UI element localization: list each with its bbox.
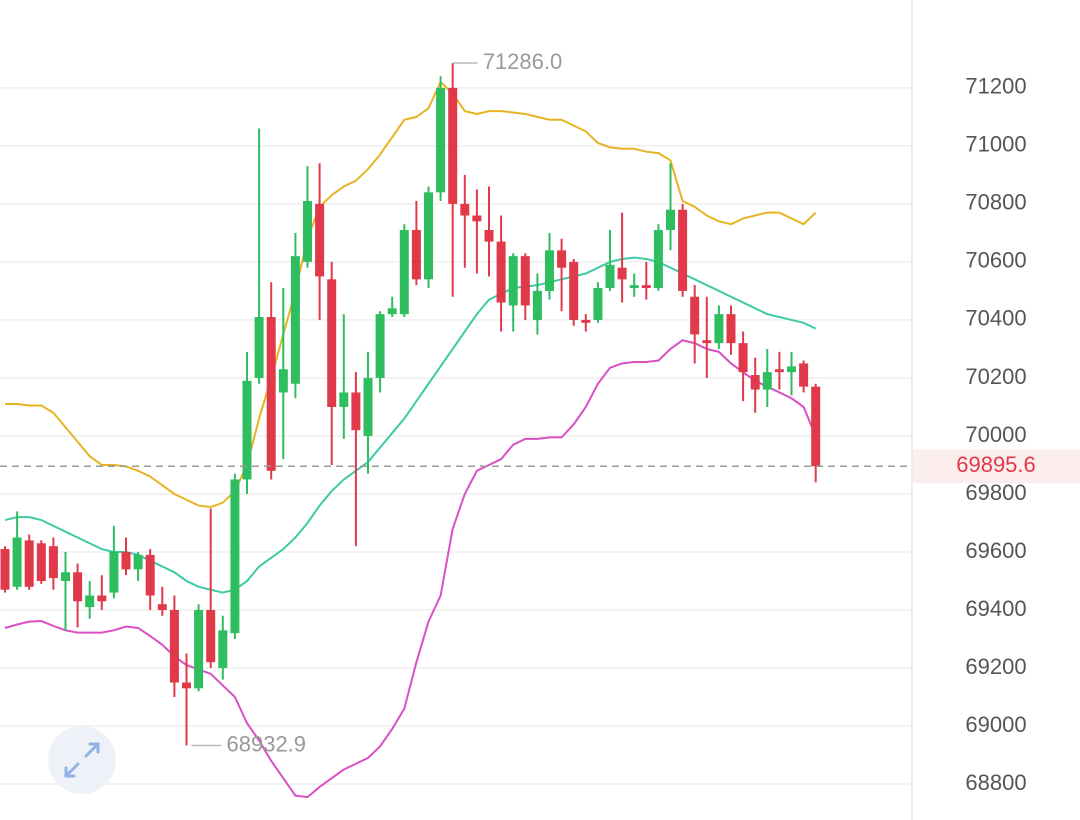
y-tick-label: 71000	[965, 132, 1026, 157]
candle-body	[593, 288, 603, 320]
y-tick-label: 69800	[965, 480, 1026, 505]
y-tick-label: 70400	[965, 306, 1026, 331]
y-tick-label: 69400	[965, 596, 1026, 621]
candle-body	[714, 314, 724, 344]
candle-body	[363, 377, 373, 436]
candle-body	[230, 479, 240, 634]
candle-body	[557, 250, 567, 268]
candle-body	[0, 549, 10, 590]
candle-body	[242, 380, 252, 480]
candle-body	[678, 209, 688, 291]
candle-body	[157, 604, 167, 610]
candle-body	[581, 319, 591, 323]
candle-body	[520, 256, 530, 306]
candle-body	[399, 230, 409, 315]
candle-body	[145, 554, 155, 596]
candle-body	[36, 543, 46, 581]
expand-button[interactable]	[48, 726, 116, 794]
candle-body	[496, 241, 506, 303]
candle-body	[811, 386, 821, 467]
max-label: 71286.0	[483, 49, 563, 74]
candle-body	[48, 546, 58, 579]
candle-body	[799, 363, 809, 387]
candle-body	[169, 609, 179, 683]
candle-body	[569, 261, 579, 320]
y-tick-label: 69200	[965, 654, 1026, 679]
candle-body	[750, 375, 760, 390]
candle-body	[24, 540, 34, 587]
candle-body	[109, 551, 119, 593]
candle-body	[726, 314, 736, 344]
candle-body	[12, 537, 22, 587]
candle-body	[97, 595, 107, 602]
candle-body	[532, 290, 542, 320]
candle-body	[315, 203, 325, 277]
candle-body	[653, 230, 663, 289]
candle-body	[327, 279, 337, 407]
candle-body	[762, 372, 772, 390]
candle-body	[629, 285, 639, 289]
candle-body	[617, 267, 627, 280]
last-price-label: 69895.6	[956, 452, 1036, 477]
candle-body	[436, 87, 446, 193]
min-label: 68932.9	[227, 731, 307, 756]
candle-body	[774, 369, 784, 373]
y-tick-label: 69600	[965, 538, 1026, 563]
candle-body	[278, 369, 288, 393]
expand-bg[interactable]	[48, 726, 116, 794]
candle-body	[218, 630, 228, 669]
y-tick-label: 70000	[965, 422, 1026, 447]
candle-body	[690, 296, 700, 335]
candle-body	[182, 682, 191, 689]
candle-body	[605, 264, 615, 289]
y-tick-label: 70600	[965, 248, 1026, 273]
y-tick-label: 68800	[965, 770, 1026, 795]
candle-body	[121, 551, 131, 570]
band-line	[5, 80, 817, 509]
candle-body	[448, 87, 458, 204]
candle-body	[545, 250, 554, 291]
candle-body	[484, 230, 494, 242]
candle-body	[351, 392, 361, 431]
candle-body	[133, 554, 143, 570]
candle-body	[787, 366, 796, 373]
candle-body	[73, 572, 83, 602]
y-tick-label: 70800	[965, 190, 1026, 215]
candle-body	[508, 256, 518, 306]
candle-body	[702, 340, 712, 344]
candle-body	[339, 392, 349, 407]
candle-body	[206, 609, 216, 663]
candle-body	[472, 215, 482, 222]
candle-body	[738, 343, 748, 373]
candle-body	[290, 256, 300, 384]
candle-body	[303, 201, 312, 262]
band-line	[4, 339, 817, 799]
candle-body	[424, 192, 433, 280]
candle-body	[387, 308, 397, 315]
candle-body	[641, 285, 651, 289]
candle-body	[194, 609, 204, 689]
candle-body	[254, 317, 264, 378]
expand-icon[interactable]	[64, 742, 100, 778]
candle-body	[266, 317, 276, 471]
y-tick-label: 69000	[965, 712, 1026, 737]
candle-body	[85, 595, 95, 608]
y-tick-label: 71200	[965, 74, 1026, 99]
candle-body	[666, 209, 675, 231]
candle-body	[460, 203, 470, 216]
y-tick-label: 70200	[965, 364, 1026, 389]
candle-body	[61, 572, 70, 581]
candle-body	[411, 230, 421, 280]
candle-body	[375, 314, 385, 378]
last-price-tag	[913, 449, 1080, 484]
